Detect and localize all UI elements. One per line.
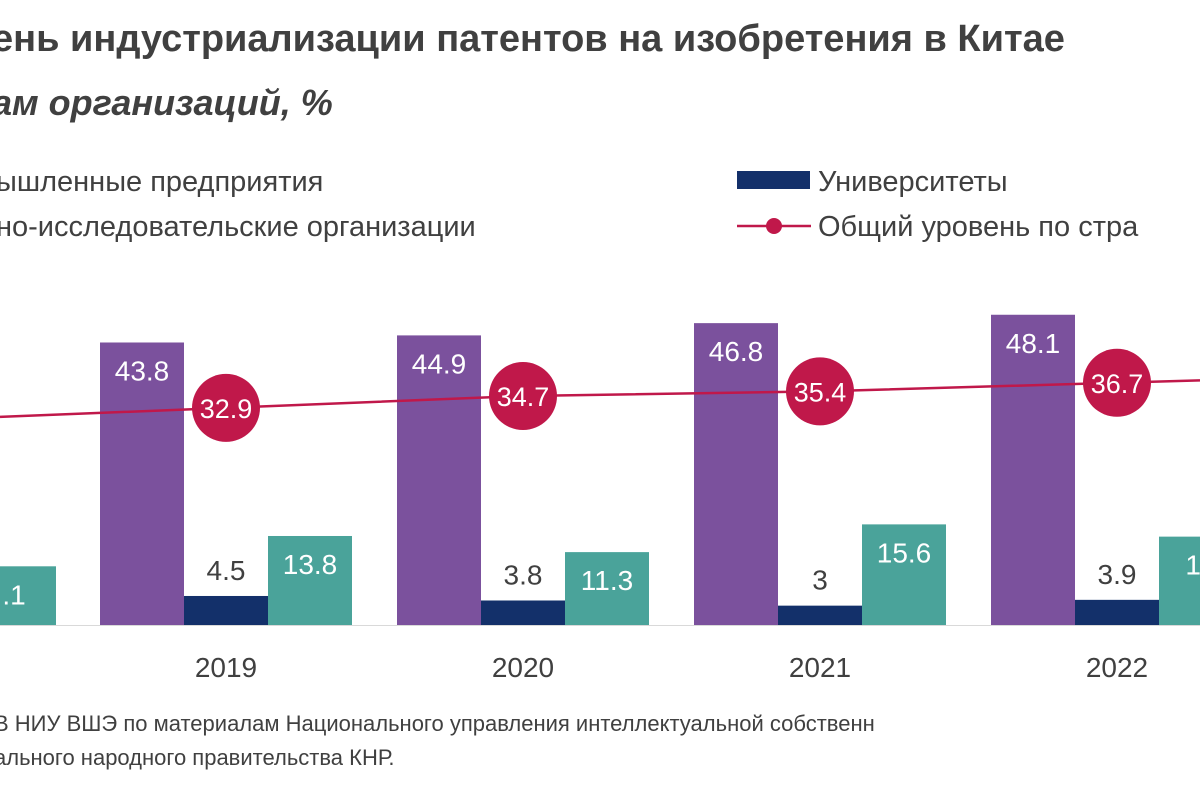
data-label-overall-4: 36.7 [1091,369,1144,399]
data-label-research-2: 11.3 [581,565,633,596]
bar-research-2 [565,552,649,625]
data-label-overall-1: 32.9 [200,394,253,424]
point-overall-1 [192,373,260,442]
data-label-university-4: 3.9 [1098,559,1137,590]
legend-label-research: но-исследовательские организации [0,211,476,243]
data-label-university-2: 3.8 [504,559,543,590]
chart-subtitle: ам организаций, % [0,82,333,123]
data-label-enterprise-1: 43.8 [115,355,170,386]
bar-enterprise-1 [100,342,184,625]
data-label-research-1: 13.8 [283,549,338,580]
bar-enterprise-3 [694,323,778,625]
data-label-university-1: 4.5 [207,555,246,586]
chart-title: ень индустриализации патентов на изобрет… [0,18,1065,60]
data-label-research-4: 13 [1185,550,1200,581]
bar-university-3 [778,605,862,625]
legend-label-overall: Общий уровень по стра [818,211,1139,243]
bar-research-4 [1159,536,1200,625]
point-overall-4 [1083,348,1151,417]
x-tick-label-2019: 2019 [195,652,257,683]
bar-university-2 [481,600,565,625]
x-tick-label-2022: 2022 [1086,652,1148,683]
data-label-enterprise-2: 44.9 [412,348,467,379]
data-label-enterprise-4: 48.1 [1006,328,1061,359]
data-label-overall-2: 34.7 [497,382,550,412]
data-label-overall-3: 35.4 [794,377,847,407]
legend-label-university: Университеты [818,166,1008,198]
x-tick-label-2020: 2020 [492,652,554,683]
point-overall-2 [489,361,557,430]
bar-research-0 [0,566,56,625]
legend-swatch-overall [737,218,811,234]
bar-university-4 [1075,599,1159,625]
bar-research-1 [268,535,352,625]
bar-enterprise-4 [991,314,1075,625]
legend-swatch-university [737,171,810,189]
source-line-1: В НИУ ВШЭ по материалам Национального уп… [0,711,875,736]
data-label-enterprise-3: 46.8 [709,336,764,367]
data-label-research-0: .1 [2,579,25,610]
data-label-research-3: 15.6 [877,537,932,568]
data-label-university-3: 3 [812,565,828,596]
legend-label-enterprise: ышленные предприятия [0,166,324,198]
x-tick-label-2021: 2021 [789,652,851,683]
point-overall-3 [786,357,854,426]
source-line-2: ального народного правительства КНР. [0,745,395,770]
bar-university-1 [184,595,268,625]
bar-research-3 [862,524,946,625]
bar-enterprise-2 [397,335,481,625]
